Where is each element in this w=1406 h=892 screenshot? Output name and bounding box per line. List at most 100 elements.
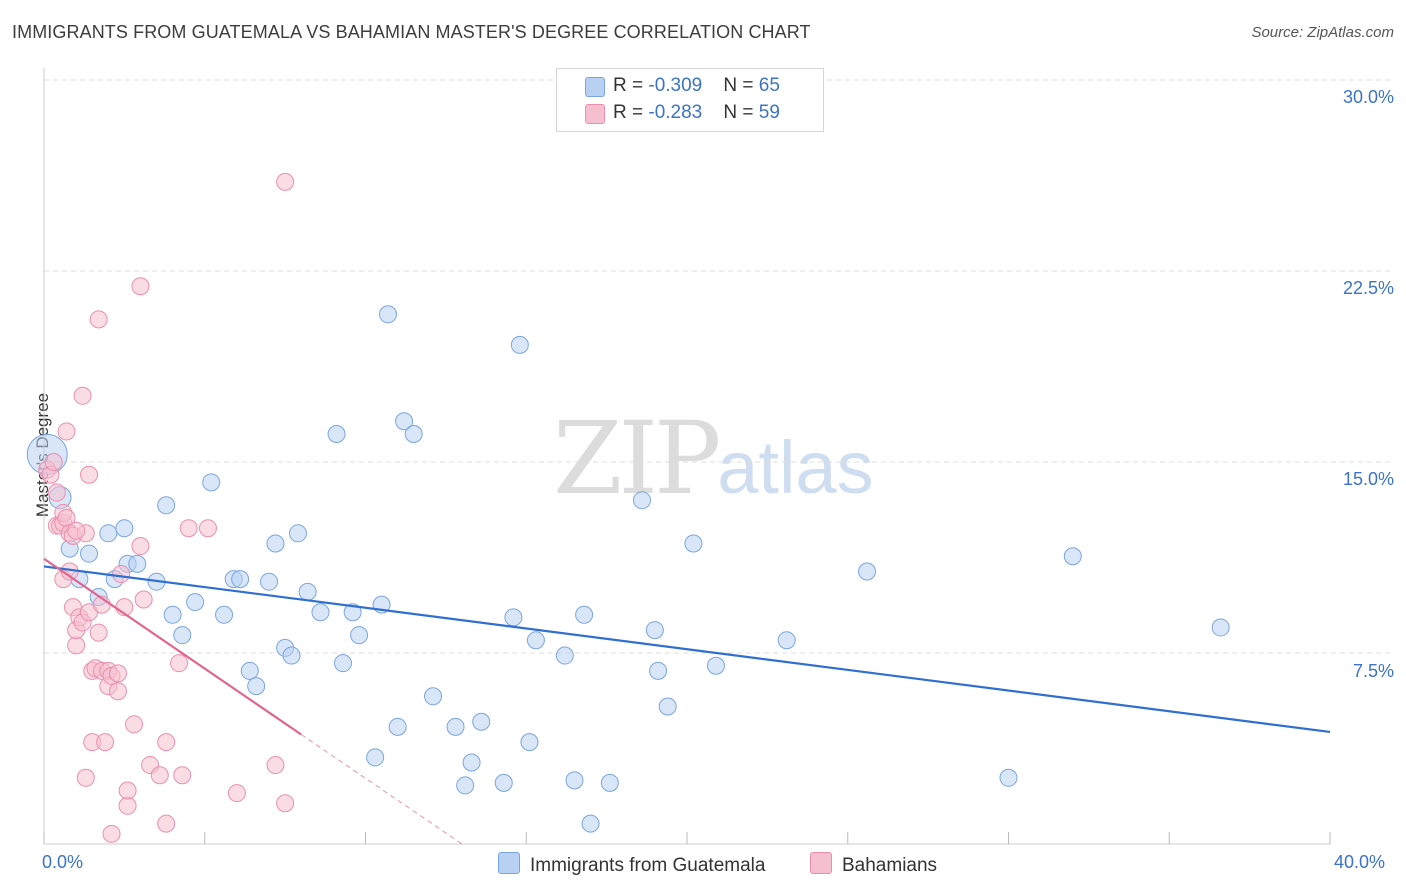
guatemala-point xyxy=(379,305,398,324)
bahamians-point xyxy=(112,565,131,584)
legend-n-label: N = xyxy=(723,102,759,123)
guatemala-point xyxy=(186,593,205,612)
legend-n-value: 65 xyxy=(758,75,780,96)
guatemala-point xyxy=(581,814,600,833)
bahamians-point xyxy=(89,310,108,329)
bahamians-point xyxy=(266,756,285,775)
correlation-legend: R = -0.309 N = 65 R = -0.283 N = 59 xyxy=(556,68,824,132)
guatemala-point xyxy=(240,661,259,680)
bahamians-point xyxy=(276,794,295,813)
legend-r-value: -0.309 xyxy=(648,75,703,96)
guatemala-point xyxy=(231,570,250,589)
guatemala-point xyxy=(526,631,545,650)
bottom-legend-swatch-pink xyxy=(810,852,832,874)
bottom-legend-bahamians: Bahamians xyxy=(810,852,937,877)
guatemala-point xyxy=(494,773,513,792)
guatemala-point xyxy=(649,661,668,680)
legend-n-label: N = xyxy=(723,75,759,96)
guatemala-point xyxy=(1063,547,1082,566)
bahamians-point xyxy=(150,766,169,785)
bahamians-point xyxy=(198,519,217,538)
bahamians-point xyxy=(67,636,86,655)
guatemala-point xyxy=(350,626,369,645)
guatemala-point xyxy=(565,771,584,790)
guatemala-point xyxy=(504,608,523,627)
guatemala-point xyxy=(80,544,99,563)
bahamians-point xyxy=(47,483,66,502)
guatemala-point xyxy=(260,572,279,591)
guatemala-point xyxy=(462,753,481,772)
x-tick-label-min: 0.0% xyxy=(42,852,84,872)
guatemala-point xyxy=(472,712,491,731)
bahamians-point xyxy=(80,465,99,484)
guatemala-point xyxy=(555,646,574,665)
bahamians-point xyxy=(276,172,295,191)
legend-n-value: 59 xyxy=(758,102,780,123)
bahamians-point xyxy=(73,386,92,405)
bahamians-point xyxy=(108,682,127,701)
guatemala-point xyxy=(706,656,725,675)
bahamians-point xyxy=(118,796,137,815)
bahamians-point xyxy=(131,277,150,296)
guatemala-point xyxy=(388,717,407,736)
bahamians-point xyxy=(76,768,95,787)
bahamians-point xyxy=(134,590,153,609)
bottom-legend-label: Bahamians xyxy=(842,855,938,876)
guatemala-point xyxy=(395,412,414,431)
bahamians-point xyxy=(108,664,127,683)
bahamians-trend-extension xyxy=(300,734,463,845)
bottom-legend-label: Immigrants from Guatemala xyxy=(530,855,766,876)
bahamians-point xyxy=(173,766,192,785)
guatemala-point xyxy=(424,687,443,706)
guatemala-point xyxy=(157,496,176,515)
watermark-atlas: atlas xyxy=(717,426,874,509)
y-tick-label: 30.0% xyxy=(1342,87,1394,107)
bahamians-point xyxy=(118,781,137,800)
guatemala-point xyxy=(266,534,285,553)
bahamians-point xyxy=(96,733,115,752)
guatemala-point xyxy=(446,717,465,736)
bahamians-point xyxy=(125,715,144,734)
bottom-legend-guatemala: Immigrants from Guatemala xyxy=(498,852,765,877)
legend-r-label: R = xyxy=(613,75,649,96)
guatemala-point xyxy=(404,424,423,443)
bahamians-point xyxy=(227,784,246,803)
guatemala-point xyxy=(1211,618,1230,637)
bahamians-point xyxy=(157,733,176,752)
guatemala-point xyxy=(173,626,192,645)
bahamians-point xyxy=(89,623,108,642)
legend-swatch-pink xyxy=(585,104,605,124)
guatemala-point xyxy=(456,776,475,795)
guatemala-point xyxy=(288,524,307,543)
guatemala-point xyxy=(600,773,619,792)
guatemala-point xyxy=(777,631,796,650)
y-tick-label: 22.5% xyxy=(1342,278,1394,298)
guatemala-point xyxy=(510,335,529,354)
bahamians-point xyxy=(157,814,176,833)
guatemala-point xyxy=(327,424,346,443)
guatemala-trend-line xyxy=(43,565,1331,734)
bahamians-point xyxy=(44,453,63,471)
guatemala-point xyxy=(115,519,134,538)
guatemala-point xyxy=(163,605,182,624)
guatemala-point xyxy=(282,646,301,665)
guatemala-point xyxy=(333,654,352,673)
chart-title: IMMIGRANTS FROM GUATEMALA VS BAHAMIAN MA… xyxy=(12,22,811,42)
legend-r-value: -0.283 xyxy=(648,102,703,123)
guatemala-point xyxy=(311,603,330,622)
bahamians-trend-line xyxy=(43,557,302,736)
bottom-legend-swatch-blue xyxy=(498,852,520,874)
bahamians-point xyxy=(131,537,150,556)
legend-swatch-blue xyxy=(585,77,605,97)
guatemala-point xyxy=(658,697,677,716)
guatemala-point xyxy=(999,768,1018,787)
y-tick-label: 7.5% xyxy=(1352,661,1394,681)
source-label: Source: ZipAtlas.com xyxy=(1251,24,1394,41)
guatemala-point xyxy=(366,748,385,767)
legend-r-label: R = xyxy=(613,102,649,123)
bahamians-point xyxy=(102,824,121,843)
bahamians-point xyxy=(179,519,198,538)
guatemala-point xyxy=(520,733,539,752)
guatemala-point xyxy=(645,621,664,640)
